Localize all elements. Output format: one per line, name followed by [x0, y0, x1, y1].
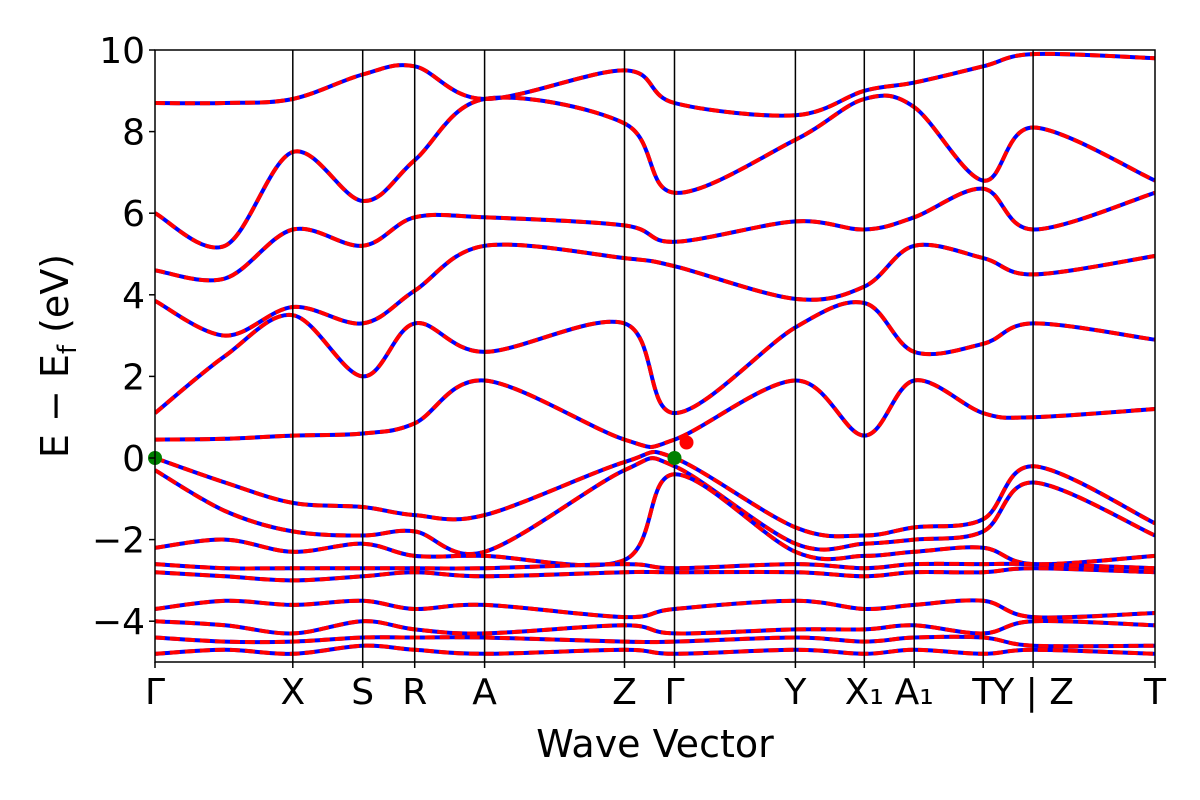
x-tick-label-7: Y	[783, 672, 807, 713]
y-tick-label-0: −4	[92, 602, 145, 643]
y-axis-title-main: E − E	[33, 354, 77, 458]
plot-frame	[154, 49, 1156, 663]
band-2-dashed	[155, 472, 1155, 568]
x-tick-label-2: S	[351, 672, 374, 713]
y-axis-title-unit: (eV)	[33, 254, 77, 345]
band-13-dashed	[155, 93, 1155, 250]
kpoint-lines-layer	[292, 50, 1034, 662]
y-tick-label-2: 0	[122, 439, 145, 480]
vbm-marker-1	[667, 451, 682, 465]
y-tick-label-3: 2	[122, 357, 145, 398]
x-axis-title: Wave Vector	[536, 722, 774, 766]
y-axis-title: E − Ef (eV)	[33, 254, 83, 458]
x-tick-label-12: T	[1143, 672, 1167, 713]
x-tick-label-10: T	[971, 672, 995, 713]
y-axis-ticks: −4 −2 0 2 4 6 8 10	[92, 31, 155, 643]
x-tick-label-1: X	[280, 672, 305, 713]
x-tick-label-3: R	[402, 672, 427, 713]
x-tick-label-6: Γ	[664, 672, 684, 713]
y-tick-label-5: 6	[122, 194, 145, 235]
band-14-solid	[155, 51, 1155, 118]
y-axis-title-sub: f	[53, 344, 83, 354]
cbm-marker-2	[679, 435, 694, 450]
band-9-dashed	[155, 378, 1155, 449]
band-14-dashed	[155, 51, 1155, 118]
band-6-dashed	[155, 618, 1155, 636]
x-tick-label-5: Z	[612, 672, 637, 713]
x-tick-label-4: A	[472, 672, 497, 713]
x-tick-label-0: Γ	[145, 672, 165, 713]
y-tick-label-4: 4	[122, 276, 145, 317]
y-tick-label-6: 8	[122, 113, 145, 154]
band-10-dashed	[155, 300, 1155, 416]
band-5-dashed	[155, 598, 1155, 620]
y-tick-label-1: −2	[92, 521, 145, 562]
bands-layer	[155, 51, 1155, 656]
x-tick-label-9: A₁	[895, 672, 934, 713]
x-tick-label-8: X₁	[845, 672, 884, 713]
x-tick-label-11: Y | Z	[991, 672, 1074, 713]
y-tick-label-7: 10	[99, 31, 145, 72]
band-11-dashed	[155, 242, 1155, 338]
